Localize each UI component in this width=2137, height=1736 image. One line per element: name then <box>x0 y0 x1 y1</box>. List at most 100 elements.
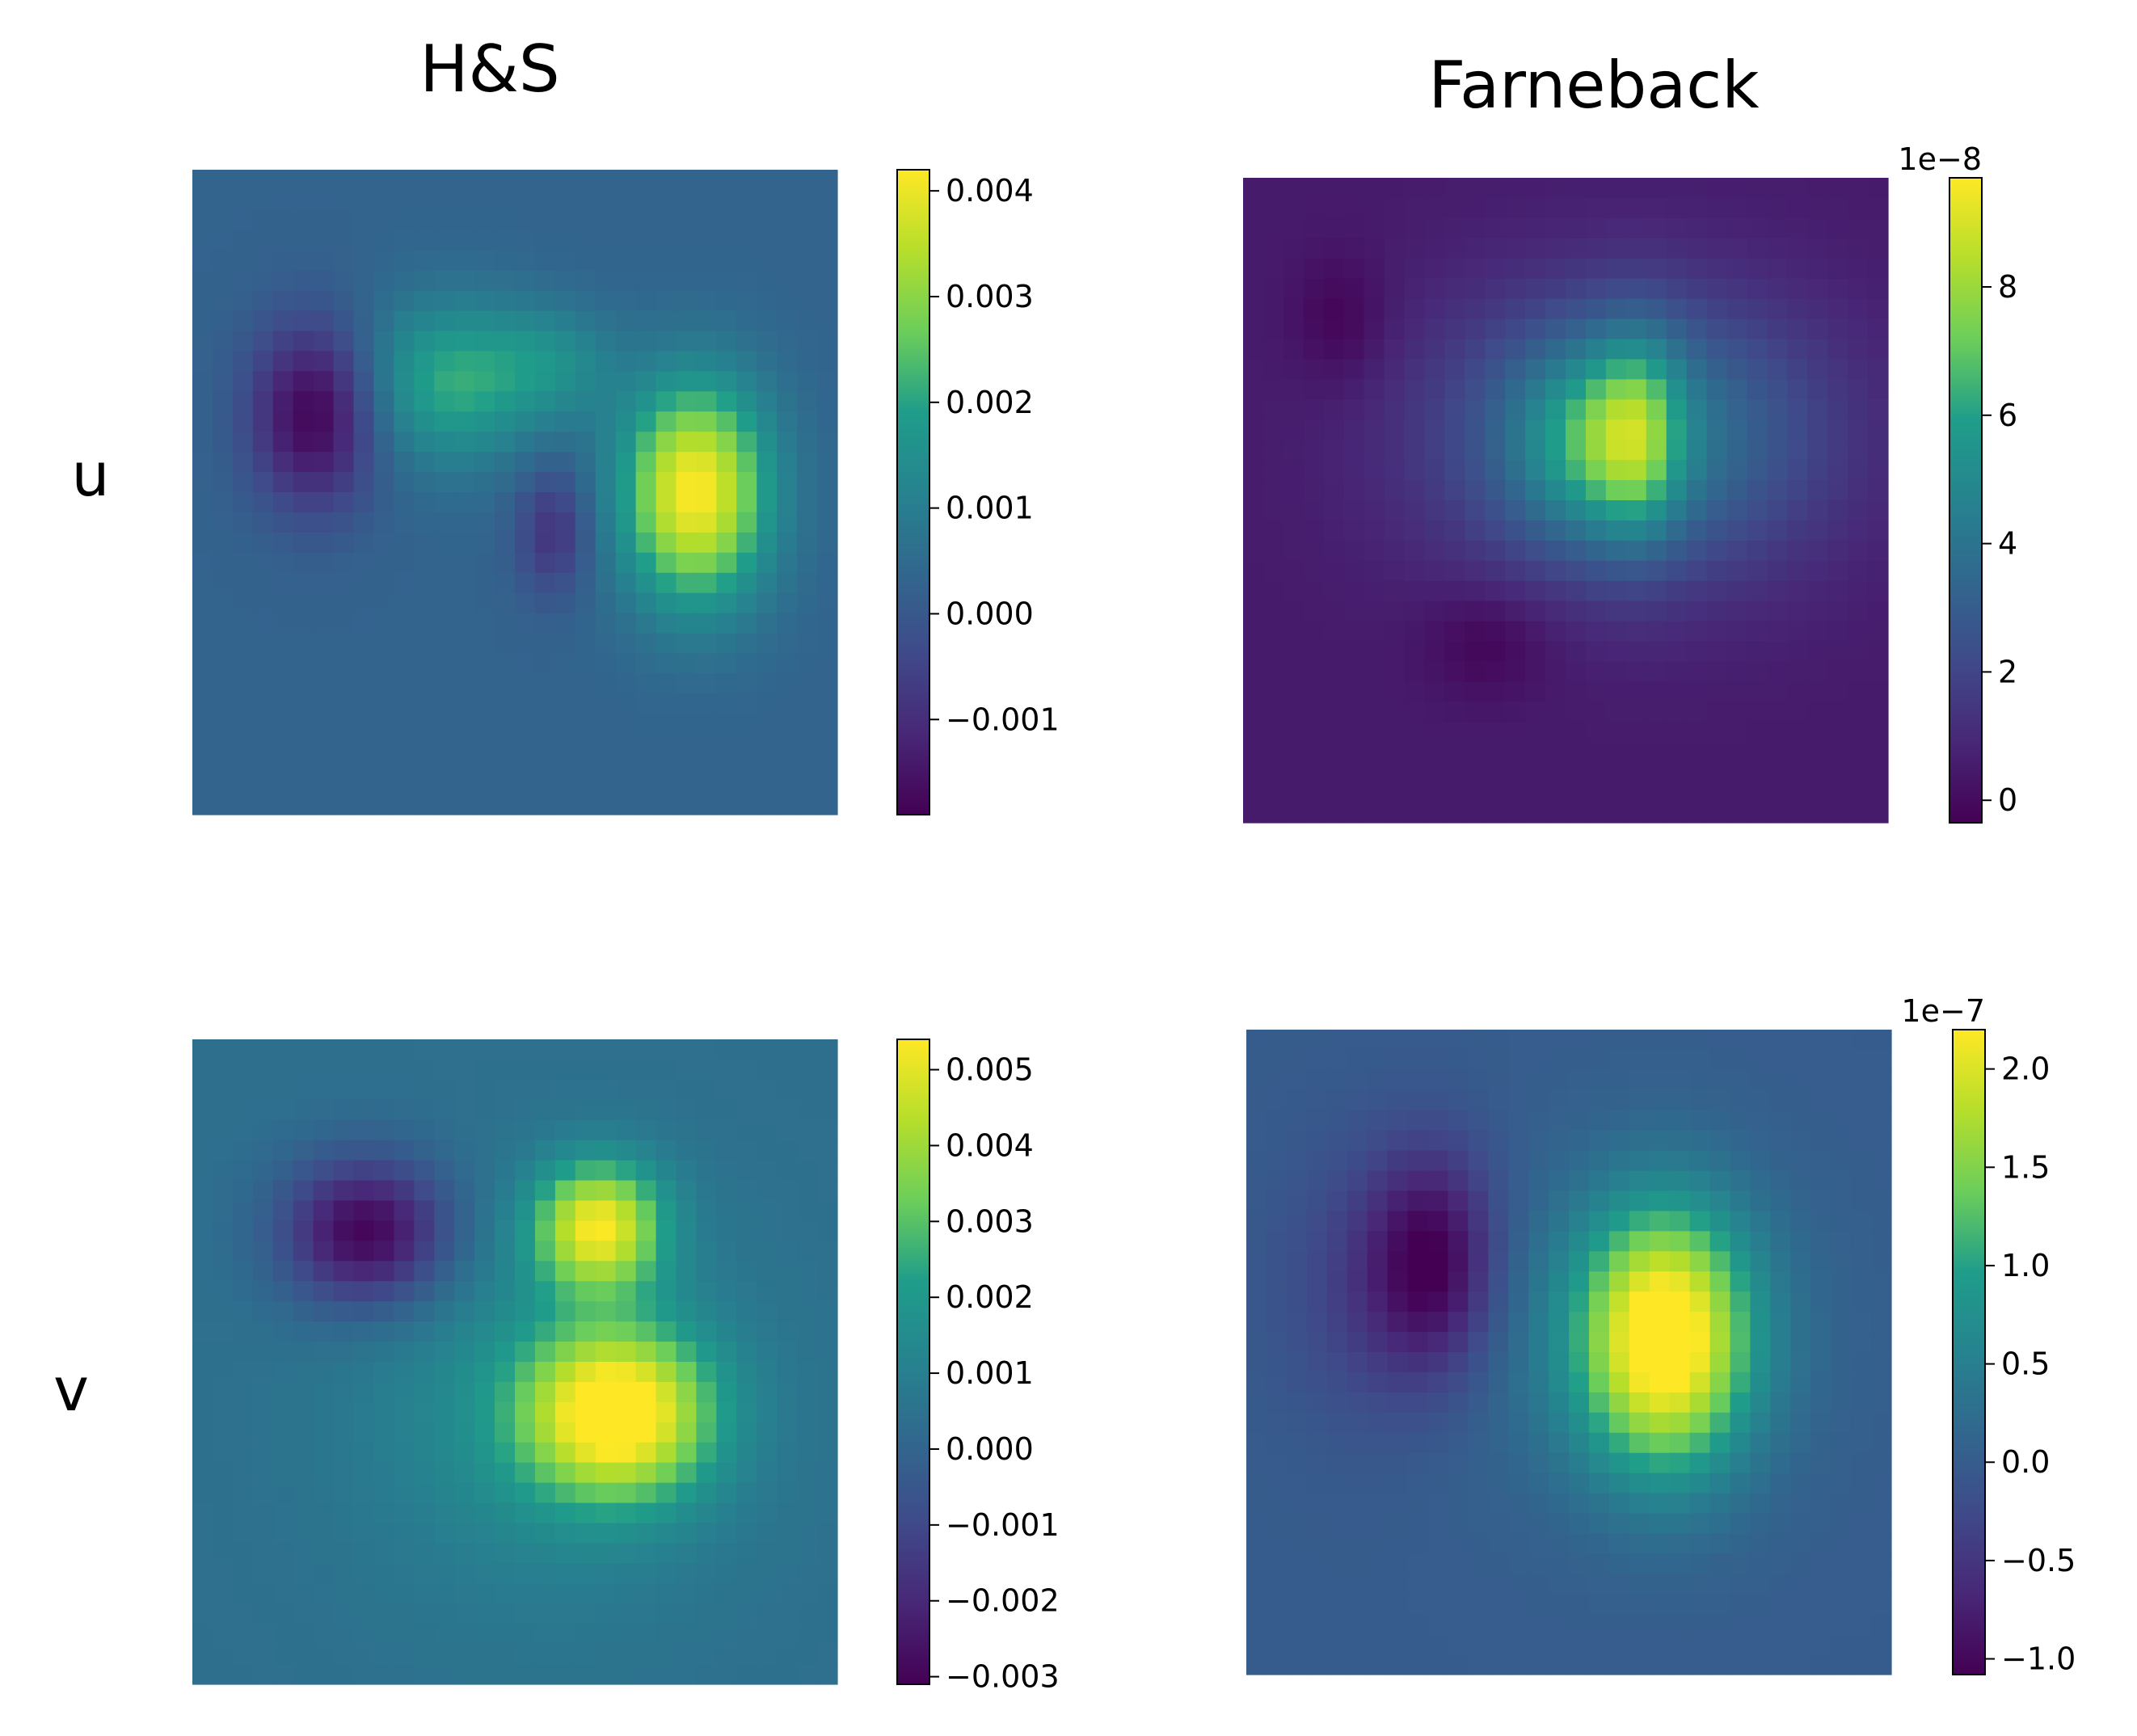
heatmap-cell <box>736 432 757 453</box>
heatmap-cell <box>534 1140 556 1161</box>
heatmap-cell <box>777 1039 798 1060</box>
heatmap-cell <box>333 1059 355 1081</box>
heatmap-cell <box>1505 621 1526 643</box>
heatmap-cell <box>272 1644 294 1665</box>
heatmap-cell <box>1871 1352 1892 1373</box>
heatmap-cell <box>716 1281 737 1302</box>
heatmap-cell <box>212 391 234 412</box>
heatmap-cell <box>1831 1332 1852 1353</box>
heatmap-cell <box>777 1442 798 1464</box>
heatmap-cell <box>252 432 274 453</box>
heatmap-cell <box>313 472 335 493</box>
heatmap-cell <box>1448 1130 1469 1152</box>
heatmap-cell <box>1367 1392 1389 1414</box>
heatmap-cell <box>575 170 596 191</box>
heatmap-cell <box>757 734 778 755</box>
heatmap-cell <box>1407 1392 1429 1414</box>
heatmap-cell <box>1770 1452 1791 1474</box>
heatmap-cell <box>1303 762 1325 783</box>
heatmap-cell <box>676 1563 698 1584</box>
heatmap-cell <box>1485 178 1506 199</box>
heatmap-cell <box>777 673 798 694</box>
heatmap-cell <box>1807 419 1828 440</box>
heatmap-cell <box>1787 460 1808 481</box>
heatmap-cell <box>313 532 335 554</box>
heatmap-cell <box>313 452 335 473</box>
heatmap-cell <box>1747 278 1768 300</box>
heatmap-cell <box>454 351 475 372</box>
heatmap-cell <box>434 1401 455 1423</box>
heatmap-cell <box>1646 339 1667 360</box>
heatmap-cell <box>716 1039 737 1060</box>
heatmap-cell <box>1787 782 1808 803</box>
heatmap-cell <box>595 592 617 614</box>
heatmap-cell <box>474 1523 495 1544</box>
heatmap-cell <box>615 512 637 533</box>
heatmap-cell <box>534 1543 556 1564</box>
heatmap-cell <box>1286 1231 1308 1252</box>
heatmap-cell <box>1629 1493 1650 1515</box>
heatmap-cell <box>575 1140 596 1161</box>
heatmap-cell <box>1326 1473 1348 1494</box>
heatmap-cell <box>615 1281 637 1302</box>
heatmap-cell <box>1343 440 1365 461</box>
heatmap-cell <box>1367 1271 1389 1292</box>
heatmap-cell <box>1364 520 1385 541</box>
heatmap-cell <box>474 653 495 675</box>
heatmap-cell <box>252 613 274 634</box>
heatmap-cell <box>655 774 677 795</box>
heatmap-cell <box>554 613 576 634</box>
heatmap-cell <box>1605 359 1627 380</box>
heatmap-cell <box>1588 1654 1610 1675</box>
heatmap-cell <box>454 170 475 191</box>
heatmap-cell <box>1709 1634 1731 1655</box>
heatmap-cell <box>1831 1493 1852 1515</box>
heatmap-cell <box>817 754 838 775</box>
heatmap-cell <box>333 1442 355 1464</box>
heatmap-cell <box>1303 278 1325 300</box>
heatmap-cell <box>1243 178 1264 199</box>
heatmap-cell <box>736 310 757 332</box>
colorbar-offset-label: 1e−8 <box>1898 141 1982 177</box>
heatmap-cell <box>1649 1231 1671 1252</box>
heatmap-cell <box>252 714 274 735</box>
heatmap-cell <box>615 1401 637 1423</box>
heatmap-cell <box>615 1462 637 1484</box>
heatmap-cell <box>1787 298 1808 320</box>
heatmap-cell <box>1831 1634 1852 1655</box>
heatmap-cell <box>1266 1553 1288 1574</box>
heatmap-cell <box>495 472 516 493</box>
heatmap-cell <box>293 653 314 675</box>
heatmap-cell <box>293 754 314 775</box>
heatmap-cell <box>1810 1352 1831 1373</box>
heatmap-cell <box>1266 1634 1288 1655</box>
heatmap-cell <box>757 1241 778 1262</box>
heatmap-cell <box>1306 1493 1328 1515</box>
heatmap-cell <box>1367 1231 1389 1252</box>
heatmap-cell <box>1465 722 1486 743</box>
heatmap-cell <box>1444 419 1465 440</box>
heatmap-cell <box>1625 560 1647 582</box>
row-label-v: v <box>53 1355 89 1425</box>
heatmap-cell <box>1343 641 1365 663</box>
heatmap-cell <box>1831 1574 1852 1595</box>
heatmap-cell <box>1767 258 1788 280</box>
heatmap-cell <box>313 653 335 675</box>
heatmap-cell <box>1810 1332 1831 1353</box>
heatmap-cell <box>1508 1634 1529 1655</box>
heatmap-cell <box>1790 1473 1811 1494</box>
heatmap-cell <box>757 714 778 735</box>
heatmap-cell <box>272 1381 294 1403</box>
heatmap-cell <box>474 774 495 795</box>
heatmap-cell <box>293 250 314 272</box>
heatmap-cell <box>1871 1110 1892 1131</box>
heatmap-cell <box>1262 681 1284 702</box>
heatmap-cell <box>1243 359 1264 380</box>
heatmap-cell <box>1387 1251 1409 1272</box>
heatmap-cell <box>212 1200 234 1222</box>
heatmap-cell <box>1608 1493 1630 1515</box>
heatmap-cell <box>1790 1452 1811 1474</box>
heatmap-cell <box>534 170 556 191</box>
heatmap-cell <box>777 209 798 231</box>
heatmap-cell <box>1747 258 1768 280</box>
